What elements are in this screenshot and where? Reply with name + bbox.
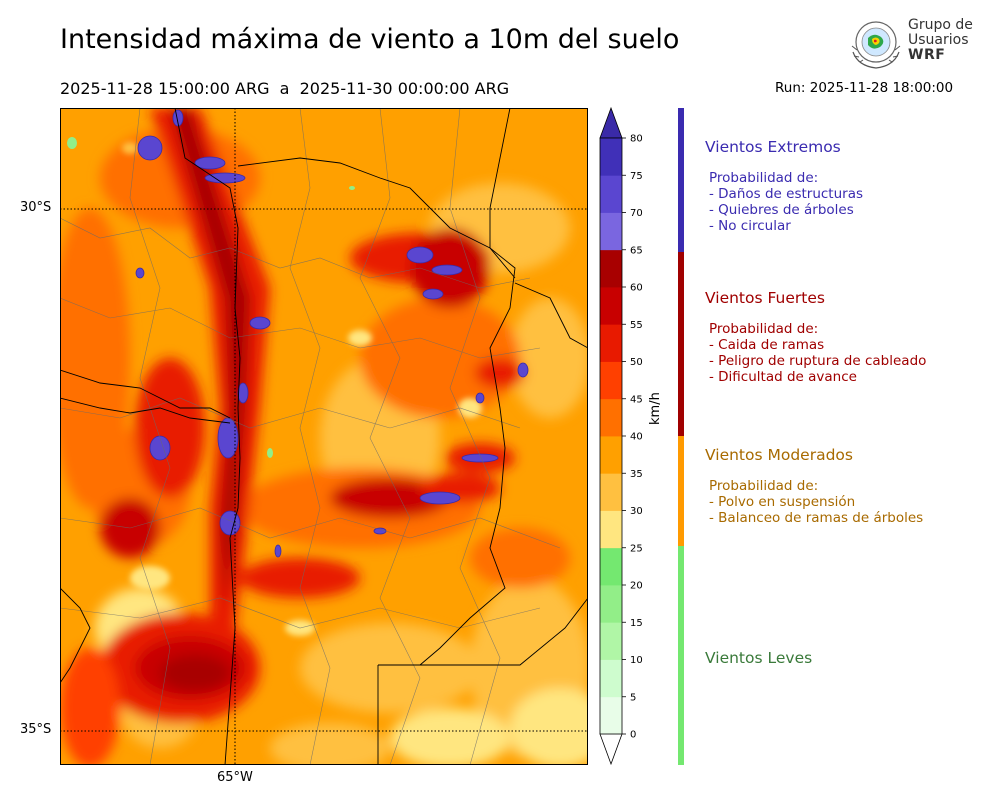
colorbar-tick-label: 10 [630, 655, 643, 666]
category-leves-title: Vientos Leves [705, 649, 813, 667]
colorbar-tick-label: 0 [630, 730, 636, 741]
wind-speed-colorbar: 0 5 10 15 20 25 30 35 40 45 50 55 60 65 70 75 80 [599, 106, 643, 766]
colorbar-unit: km/h [648, 392, 663, 425]
colorbar-tick-label: 70 [630, 208, 643, 219]
forecast-period: 2025-11-28 15:00:00 ARG a 2025-11-30 00:… [60, 79, 510, 98]
colorbar-tick-label: 40 [630, 432, 643, 443]
colorbar-over-extension [599, 106, 623, 139]
logo-line-2: Usuarios [908, 32, 969, 48]
category-moderados-line: - Polvo en suspensión [709, 494, 856, 510]
category-fuertes-line: - Caida de ramas [709, 337, 825, 353]
category-fuertes-title: Vientos Fuertes [705, 289, 825, 307]
category-extremos-line: - Daños de estructuras [709, 186, 864, 202]
category-extremos-line: - Quiebres de árboles [709, 202, 854, 218]
colorbar-swatch [600, 473, 622, 511]
category-extremos-title: Vientos Extremos [705, 138, 841, 156]
colorbar-tick-label: 65 [630, 245, 643, 256]
colorbar-swatch [600, 659, 622, 698]
colorbar-tick-label: 5 [630, 692, 636, 703]
colorbar-swatch [600, 361, 622, 400]
category-moderados-line: Probabilidad de: [709, 478, 819, 494]
colorbar-tick-label: 60 [630, 283, 643, 294]
category-extremos-line: - No circular [709, 218, 791, 234]
category-moderados-line: - Balanceo de ramas de árboles [709, 510, 924, 526]
colorbar-tick-label: 25 [630, 543, 643, 554]
colorbar-tick-label: 15 [630, 618, 643, 629]
colorbar-swatch [600, 622, 622, 660]
colorbar-tick-label: 30 [630, 506, 643, 517]
lat-label-35s: 35°S [20, 722, 52, 737]
colorbar-swatch [600, 287, 622, 325]
colorbar-swatch [600, 212, 622, 251]
colorbar-tick-label: 35 [630, 469, 643, 480]
category-extremos-line: Probabilidad de: [709, 170, 819, 186]
logo-line-1: Grupo de [908, 17, 973, 33]
page-title: Intensidad máxima de viento a 10m del su… [60, 24, 680, 55]
logo-line-3: WRF [908, 47, 946, 63]
colorbar-tick-label: 75 [630, 171, 643, 182]
colorbar-swatch [600, 585, 622, 623]
category-color-bar [678, 108, 684, 765]
colorbar-swatch [600, 547, 622, 586]
category-fuertes: Vientos Fuertes Probabilidad de: - Caida… [705, 289, 926, 385]
category-fuertes-line: - Peligro de ruptura de cableado [709, 353, 927, 369]
colorbar-tick-label: 80 [630, 134, 643, 145]
colorbar-swatch [600, 138, 622, 176]
category-leves: Vientos Leves [705, 649, 812, 667]
category-moderados: Vientos Moderados Probabilidad de: - Pol… [705, 446, 923, 526]
colorbar-swatch [600, 324, 622, 362]
colorbar-tick-label: 45 [630, 394, 643, 405]
colorbar-tick-label: 20 [630, 581, 643, 592]
colorbar-swatch [600, 436, 622, 474]
category-extremos: Vientos Extremos Probabilidad de: - Daño… [705, 138, 863, 234]
lat-label-30s: 30°S [20, 200, 52, 215]
category-fuertes-line: Probabilidad de: [709, 321, 819, 337]
colorbar-swatch [600, 510, 622, 549]
colorbar-tick-label: 55 [630, 320, 643, 331]
grupo-usuarios-wrf-logo [851, 21, 901, 69]
colorbar-swatch [600, 398, 622, 437]
category-moderados-title: Vientos Moderados [705, 446, 853, 464]
colorbar-swatch [600, 696, 622, 735]
logo-text: Grupo de Usuarios WRF [908, 18, 973, 63]
run-timestamp: Run: 2025-11-28 18:00:00 [775, 80, 954, 96]
colorbar-swatch [600, 175, 622, 213]
lon-label-65w: 65°W [217, 770, 253, 785]
colorbar-under-extension [599, 733, 623, 766]
colorbar-tick-label: 50 [630, 357, 643, 368]
wind-map [60, 108, 588, 765]
category-fuertes-line: - Dificultad de avance [709, 369, 857, 385]
colorbar-swatch [600, 249, 622, 288]
